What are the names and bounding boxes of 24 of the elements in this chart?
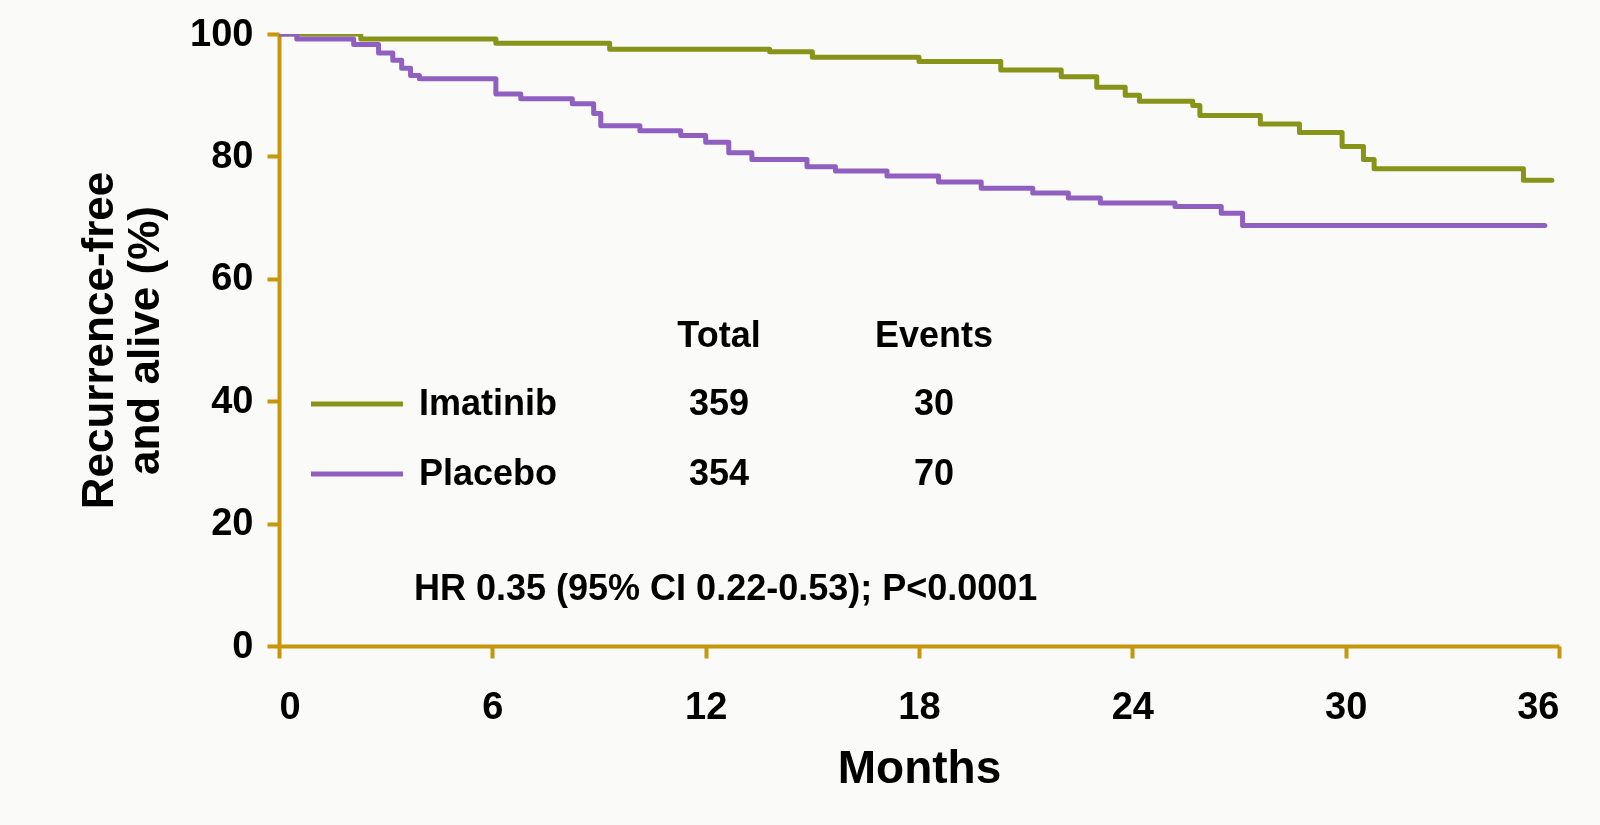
annotation: HR 0.35 (95% CI 0.22-0.53); P<0.0001 xyxy=(414,567,1038,608)
annotation: 70 xyxy=(913,452,955,493)
x-tick-label: 18 xyxy=(898,684,941,727)
annotation: 354 xyxy=(688,452,750,493)
x-tick-label: 24 xyxy=(1111,684,1154,727)
legend-label: Imatinib xyxy=(419,382,558,423)
x-tick-label: 30 xyxy=(1325,684,1368,727)
x-tick-label: 6 xyxy=(482,684,504,727)
annotation: 30 xyxy=(913,382,955,423)
y-tick-label: 60 xyxy=(211,256,254,299)
x-tick-label: 36 xyxy=(1517,684,1560,727)
annotation: Total xyxy=(677,314,761,355)
annotation: 359 xyxy=(688,382,750,423)
x-tick-label: 12 xyxy=(685,684,728,727)
y-tick-label: 0 xyxy=(232,623,254,666)
y-axis-title: Recurrence-free and alive (%) xyxy=(73,171,169,510)
x-axis-title: Months xyxy=(837,740,1002,793)
y-tick-label: 100 xyxy=(190,11,254,54)
y-tick-label: 20 xyxy=(211,501,254,544)
legend-label: Placebo xyxy=(419,452,558,493)
x-tick-label: 0 xyxy=(279,684,301,727)
y-tick-label: 40 xyxy=(211,378,254,421)
annotation: Events xyxy=(874,314,994,355)
y-tick-label: 80 xyxy=(211,133,254,176)
